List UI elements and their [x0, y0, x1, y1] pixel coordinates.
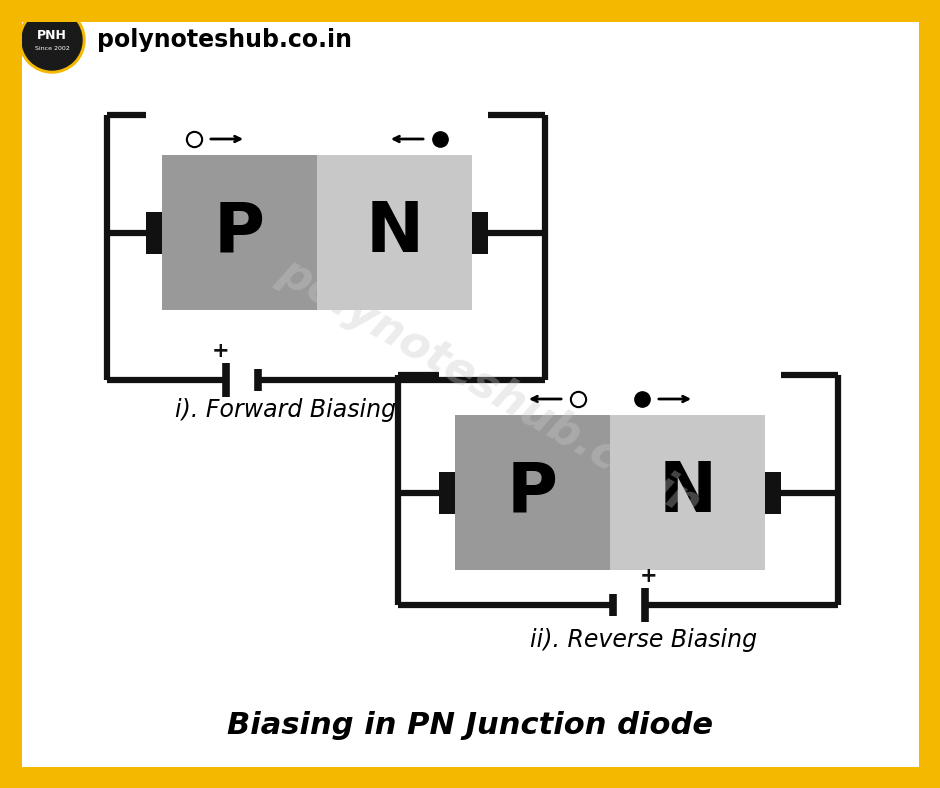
- Text: Since 2002: Since 2002: [35, 46, 70, 50]
- Bar: [455, 415, 610, 570]
- Text: P: P: [214, 199, 265, 266]
- Text: N: N: [658, 459, 716, 526]
- Bar: [162, 155, 317, 310]
- Text: PNH: PNH: [37, 28, 67, 42]
- Text: i). Forward Biasing: i). Forward Biasing: [175, 398, 396, 422]
- Circle shape: [19, 7, 85, 73]
- Text: N: N: [366, 199, 424, 266]
- Bar: [472, 211, 488, 254]
- Text: ii). Reverse Biasing: ii). Reverse Biasing: [530, 628, 757, 652]
- Circle shape: [22, 10, 82, 70]
- Text: +: +: [640, 566, 658, 586]
- Text: polynoteshub.co.in: polynoteshub.co.in: [272, 250, 709, 526]
- Text: P: P: [507, 459, 558, 526]
- Bar: [146, 211, 162, 254]
- Text: +: +: [212, 341, 229, 361]
- Text: polynoteshub.co.in: polynoteshub.co.in: [97, 28, 352, 52]
- Bar: [317, 155, 472, 310]
- Text: Biasing in PN Junction diode: Biasing in PN Junction diode: [227, 712, 713, 741]
- Bar: [439, 471, 455, 514]
- Bar: [610, 415, 765, 570]
- Bar: [765, 471, 781, 514]
